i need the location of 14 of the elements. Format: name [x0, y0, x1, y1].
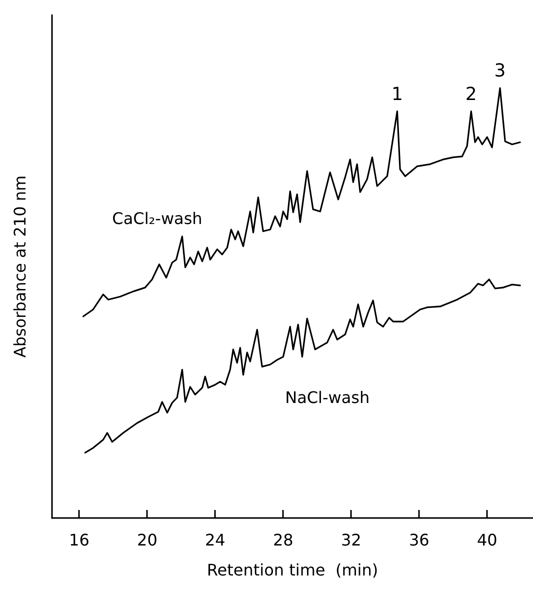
x-tick-label: 36: [408, 530, 430, 550]
series-label: NaCl-wash: [285, 388, 370, 407]
x-axis-title: Retention time (min): [206, 560, 378, 580]
annotation: 1: [391, 84, 403, 105]
x-tick-label: 40: [476, 530, 498, 550]
x-tick-label: 16: [69, 530, 90, 550]
x-tick-label: 24: [204, 530, 226, 550]
annotation: 2: [465, 84, 477, 105]
series-label: CaCl₂-wash: [112, 209, 202, 228]
x-tick-label: 20: [137, 530, 158, 550]
annotation: 3: [494, 60, 506, 82]
x-tick-label: 28: [272, 530, 294, 550]
y-axis-title: Absorbance at 210 nm: [10, 175, 30, 358]
x-tick-label: 32: [340, 530, 362, 550]
